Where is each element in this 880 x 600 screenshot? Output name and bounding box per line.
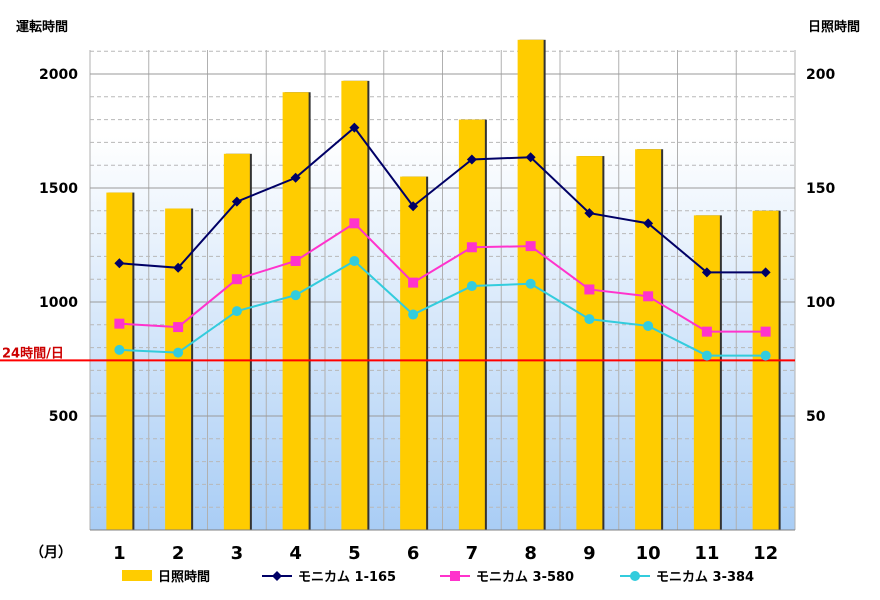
data-point <box>349 122 360 133</box>
series-diamond <box>114 122 771 278</box>
data-point <box>114 318 125 329</box>
y-right-tick-label: 150 <box>806 181 835 197</box>
data-point <box>408 201 419 212</box>
x-tick-label: 11 <box>694 543 719 564</box>
x-tick-label: 3 <box>231 543 244 564</box>
x-axis-unit-label: （月） <box>30 545 72 561</box>
bar <box>165 208 192 530</box>
data-point <box>408 277 419 288</box>
data-point <box>584 284 595 295</box>
data-point <box>272 571 282 581</box>
x-tick-label: 4 <box>289 543 302 564</box>
series-square <box>114 218 771 337</box>
legend-label: 日照時間 <box>158 569 210 585</box>
bar <box>458 119 485 530</box>
legend-item: モニカム 3-580 <box>440 570 574 585</box>
line-series <box>114 122 771 361</box>
y-right-tick-labels: 50 100 150 200 <box>806 67 835 425</box>
data-point <box>450 571 460 581</box>
series-line <box>119 222 766 333</box>
legend-label: モニカム 3-384 <box>656 570 754 585</box>
data-point <box>525 241 536 252</box>
y-left-tick-label: 1500 <box>39 181 78 197</box>
y-left-tick-label: 500 <box>49 409 78 425</box>
reference-line-label: 24時間/日 <box>2 345 64 361</box>
bar <box>752 210 779 531</box>
legend-item: モニカム 3-384 <box>620 570 754 585</box>
x-tick-label: 12 <box>753 543 778 564</box>
data-point <box>760 350 771 361</box>
data-point <box>173 322 184 333</box>
x-tick-label: 1 <box>113 543 126 564</box>
data-point <box>584 208 595 219</box>
legend-label: モニカム 1-165 <box>298 570 396 585</box>
bar <box>693 215 720 531</box>
data-point <box>466 281 477 292</box>
data-point <box>630 571 640 581</box>
bar <box>400 176 427 530</box>
x-tick-label: 9 <box>583 543 596 564</box>
data-point <box>349 218 360 229</box>
data-point <box>173 262 184 273</box>
data-point <box>760 267 771 278</box>
x-tick-label: 10 <box>636 543 661 564</box>
bar <box>576 156 603 530</box>
y-left-tick-label: 1000 <box>39 295 78 311</box>
x-tick-label: 8 <box>524 543 537 564</box>
data-point <box>525 278 536 289</box>
legend-swatch <box>122 570 152 581</box>
data-point <box>643 291 654 302</box>
legend: 日照時間 モニカム 1-165 モニカム 3-580 モニカム 3-384 <box>122 569 754 585</box>
data-point <box>231 196 242 207</box>
reference-line-group: 24時間/日 <box>0 345 795 362</box>
y-right-tick-label: 200 <box>806 67 835 83</box>
legend-item: モニカム 1-165 <box>262 570 396 585</box>
data-point <box>643 320 654 331</box>
data-point <box>290 290 301 301</box>
data-point <box>525 152 536 163</box>
data-point <box>290 172 301 183</box>
data-point <box>760 326 771 337</box>
y-right-axis-title: 日照時間 <box>808 19 860 35</box>
y-left-axis-title: 運転時間 <box>16 19 68 35</box>
data-point <box>701 326 712 337</box>
legend-label: モニカム 3-580 <box>476 570 574 585</box>
data-point <box>231 306 242 317</box>
x-tick-label: 5 <box>348 543 361 564</box>
data-point <box>349 255 360 266</box>
x-tick-labels: 1 2 3 4 5 6 7 8 9 10 11 12 <box>113 543 778 564</box>
data-point <box>584 314 595 325</box>
data-point <box>290 255 301 266</box>
series-circle <box>114 255 771 361</box>
data-point <box>173 347 184 358</box>
data-point <box>701 267 712 278</box>
data-point <box>466 154 477 165</box>
legend-item: 日照時間 <box>122 569 210 585</box>
x-tick-label: 6 <box>407 543 420 564</box>
data-point <box>466 242 477 253</box>
y-left-tick-label: 2000 <box>39 67 78 83</box>
x-tick-label: 2 <box>172 543 185 564</box>
y-right-tick-label: 100 <box>806 295 835 311</box>
bar <box>635 149 662 531</box>
grid <box>89 50 796 530</box>
bar <box>223 153 250 531</box>
data-point <box>701 350 712 361</box>
bar-series <box>106 39 781 531</box>
bar <box>341 80 368 530</box>
data-point <box>408 309 419 320</box>
y-right-tick-label: 50 <box>806 409 826 425</box>
series-line <box>119 259 766 357</box>
x-tick-label: 7 <box>466 543 479 564</box>
bar <box>282 92 309 531</box>
data-point <box>114 258 125 269</box>
data-point <box>231 274 242 285</box>
y-left-tick-labels: 500 1000 1500 2000 <box>39 67 78 425</box>
series-line <box>119 126 766 274</box>
data-point <box>643 218 654 229</box>
data-point <box>114 344 125 355</box>
